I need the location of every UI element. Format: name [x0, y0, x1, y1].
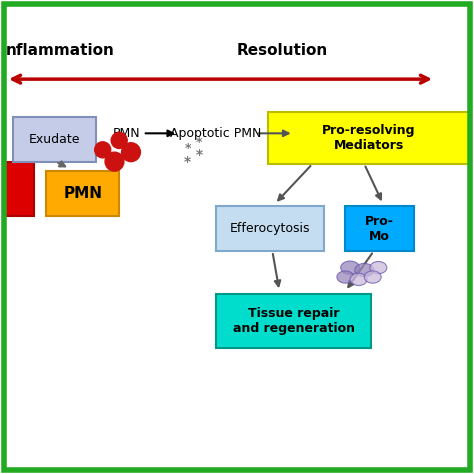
Ellipse shape	[337, 271, 354, 283]
Text: *: *	[184, 142, 191, 155]
Text: nflammation: nflammation	[6, 43, 115, 58]
Circle shape	[111, 132, 127, 148]
Circle shape	[95, 142, 111, 158]
Text: *: *	[184, 155, 191, 169]
Text: *: *	[196, 147, 203, 162]
FancyBboxPatch shape	[346, 206, 414, 251]
FancyBboxPatch shape	[216, 206, 324, 251]
Circle shape	[105, 152, 124, 171]
Text: Resolution: Resolution	[237, 43, 328, 58]
FancyBboxPatch shape	[268, 112, 470, 164]
Ellipse shape	[370, 262, 387, 274]
Text: PMN: PMN	[112, 127, 140, 140]
Text: *: *	[196, 136, 202, 149]
Circle shape	[121, 143, 140, 162]
Text: Apoptotic PMN: Apoptotic PMN	[170, 127, 262, 140]
Text: Efferocytosis: Efferocytosis	[230, 222, 310, 235]
FancyBboxPatch shape	[13, 117, 96, 162]
FancyBboxPatch shape	[46, 171, 119, 216]
Ellipse shape	[350, 273, 367, 285]
Ellipse shape	[355, 264, 374, 277]
FancyBboxPatch shape	[216, 293, 371, 348]
Text: Pro-
Mo: Pro- Mo	[365, 215, 394, 243]
Text: PMN: PMN	[63, 186, 102, 201]
Ellipse shape	[341, 261, 359, 274]
FancyBboxPatch shape	[4, 162, 35, 216]
Text: Pro-resolving
Mediators: Pro-resolving Mediators	[322, 124, 416, 152]
Text: Exudate: Exudate	[28, 133, 80, 146]
Text: Tissue repair
and regeneration: Tissue repair and regeneration	[233, 307, 355, 335]
Ellipse shape	[364, 271, 381, 283]
